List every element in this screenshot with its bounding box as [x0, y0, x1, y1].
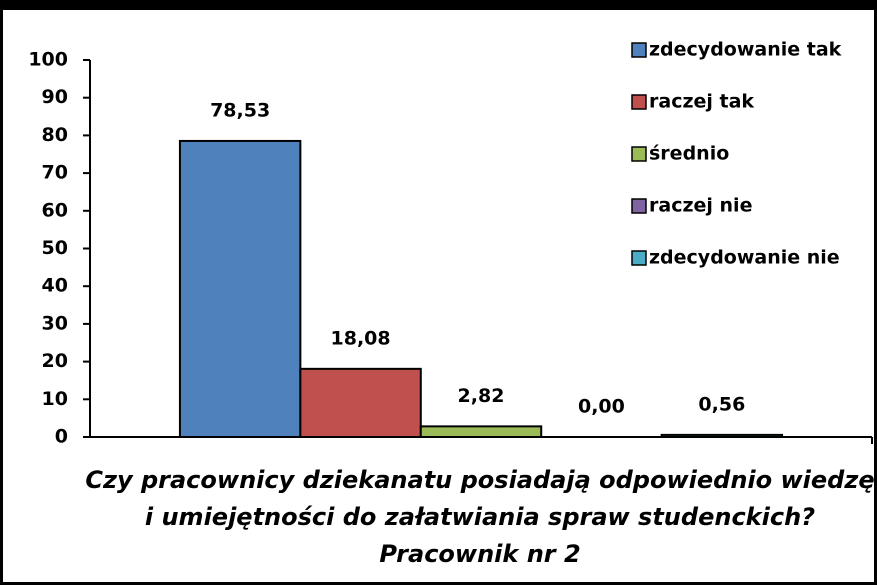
value-label: 0,56 — [698, 393, 745, 415]
y-tick-label: 30 — [42, 312, 68, 334]
y-tick-label: 100 — [28, 49, 68, 71]
bar — [299, 367, 422, 439]
legend-swatch — [631, 146, 647, 162]
bar — [178, 139, 302, 438]
legend-label: raczej nie — [649, 195, 752, 217]
bar — [419, 425, 543, 438]
legend-swatch — [631, 42, 647, 58]
y-tick-label: 80 — [42, 124, 68, 146]
category-label: Czy pracownicy dziekanatu posiadają odpo… — [85, 466, 875, 568]
y-tick-label: 70 — [42, 162, 68, 184]
bar — [660, 433, 784, 438]
value-label: 2,82 — [458, 385, 505, 407]
y-tick-label: 10 — [42, 388, 68, 410]
y-tick-label: 60 — [42, 199, 68, 221]
y-tick-label: 90 — [42, 86, 68, 108]
legend-label: zdecydowanie nie — [649, 247, 840, 269]
legend-label: średnio — [649, 143, 729, 165]
value-label: 78,53 — [210, 99, 270, 121]
legend-swatch — [631, 198, 647, 214]
y-tick-label: 20 — [42, 350, 68, 372]
legend-label: zdecydowanie tak — [649, 39, 842, 61]
value-label: 0,00 — [578, 396, 625, 418]
legend-label: raczej tak — [649, 91, 754, 113]
value-label: 18,08 — [331, 327, 391, 349]
legend-swatch — [631, 94, 647, 110]
y-tick-label: 50 — [42, 237, 68, 259]
y-tick-label: 0 — [55, 426, 68, 448]
y-tick-label: 40 — [42, 275, 68, 297]
legend-swatch — [631, 250, 647, 266]
top-band — [0, 0, 877, 10]
